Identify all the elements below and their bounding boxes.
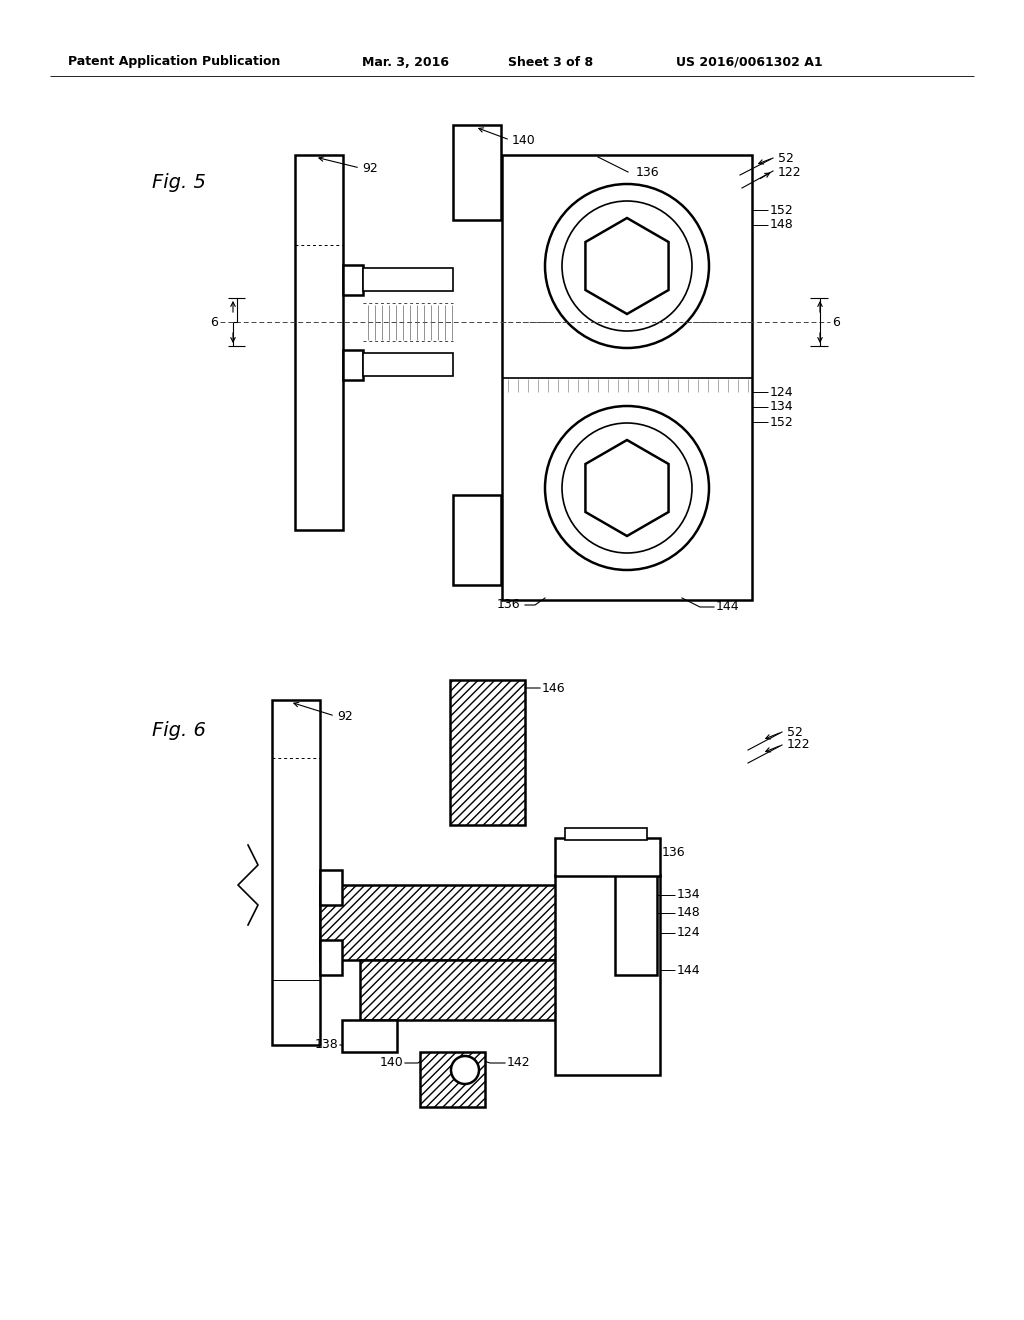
Text: 144: 144 bbox=[677, 964, 700, 977]
Bar bbox=[615, 870, 657, 975]
Circle shape bbox=[609, 470, 645, 506]
Text: 52: 52 bbox=[787, 726, 803, 738]
Text: 152: 152 bbox=[770, 203, 794, 216]
Text: 122: 122 bbox=[778, 165, 802, 178]
Bar bbox=[272, 700, 319, 1045]
Circle shape bbox=[562, 201, 692, 331]
Circle shape bbox=[562, 422, 692, 553]
Text: 142: 142 bbox=[507, 1056, 530, 1069]
Text: 52: 52 bbox=[778, 152, 794, 165]
Bar bbox=[319, 940, 342, 975]
Text: 140: 140 bbox=[379, 1056, 403, 1069]
Bar bbox=[560, 880, 655, 1071]
Bar bbox=[565, 828, 647, 840]
Text: 148: 148 bbox=[770, 219, 794, 231]
Bar bbox=[450, 680, 525, 825]
Bar bbox=[502, 154, 752, 601]
Bar bbox=[453, 495, 501, 585]
Text: Mar. 3, 2016: Mar. 3, 2016 bbox=[362, 55, 449, 69]
Bar bbox=[342, 1020, 397, 1052]
Text: 124: 124 bbox=[770, 385, 794, 399]
Text: 122: 122 bbox=[787, 738, 811, 751]
Text: 6: 6 bbox=[831, 315, 840, 329]
Polygon shape bbox=[586, 440, 669, 536]
Text: Fig. 5: Fig. 5 bbox=[152, 173, 206, 193]
Circle shape bbox=[451, 1056, 479, 1084]
Text: Sheet 3 of 8: Sheet 3 of 8 bbox=[508, 55, 593, 69]
Polygon shape bbox=[586, 218, 669, 314]
Bar bbox=[362, 352, 453, 376]
Text: 6: 6 bbox=[210, 315, 218, 329]
Bar bbox=[420, 1052, 485, 1107]
Circle shape bbox=[545, 183, 709, 348]
Text: 148: 148 bbox=[677, 907, 700, 920]
Text: Fig. 6: Fig. 6 bbox=[152, 721, 206, 739]
Text: 92: 92 bbox=[362, 161, 378, 174]
Bar bbox=[295, 154, 343, 531]
Text: 134: 134 bbox=[677, 888, 700, 902]
Bar bbox=[555, 875, 660, 1074]
Text: 136: 136 bbox=[662, 846, 686, 859]
Text: US 2016/0061302 A1: US 2016/0061302 A1 bbox=[676, 55, 822, 69]
Text: 136: 136 bbox=[636, 165, 659, 178]
Text: 152: 152 bbox=[770, 416, 794, 429]
Bar bbox=[362, 268, 453, 290]
Bar bbox=[555, 838, 660, 876]
Text: 136: 136 bbox=[497, 598, 520, 611]
Bar bbox=[343, 265, 362, 294]
Text: 124: 124 bbox=[677, 927, 700, 940]
Text: 138: 138 bbox=[314, 1039, 338, 1052]
Circle shape bbox=[609, 248, 645, 284]
Text: 146: 146 bbox=[542, 681, 565, 694]
Bar bbox=[360, 960, 560, 1020]
Text: 92: 92 bbox=[337, 710, 352, 722]
Bar bbox=[453, 125, 501, 220]
Bar bbox=[343, 350, 362, 380]
Text: 144: 144 bbox=[716, 601, 739, 614]
Text: 134: 134 bbox=[770, 400, 794, 413]
Text: Patent Application Publication: Patent Application Publication bbox=[68, 55, 281, 69]
Text: 140: 140 bbox=[512, 133, 536, 147]
Circle shape bbox=[545, 407, 709, 570]
Bar bbox=[319, 884, 615, 960]
Bar bbox=[319, 870, 342, 906]
